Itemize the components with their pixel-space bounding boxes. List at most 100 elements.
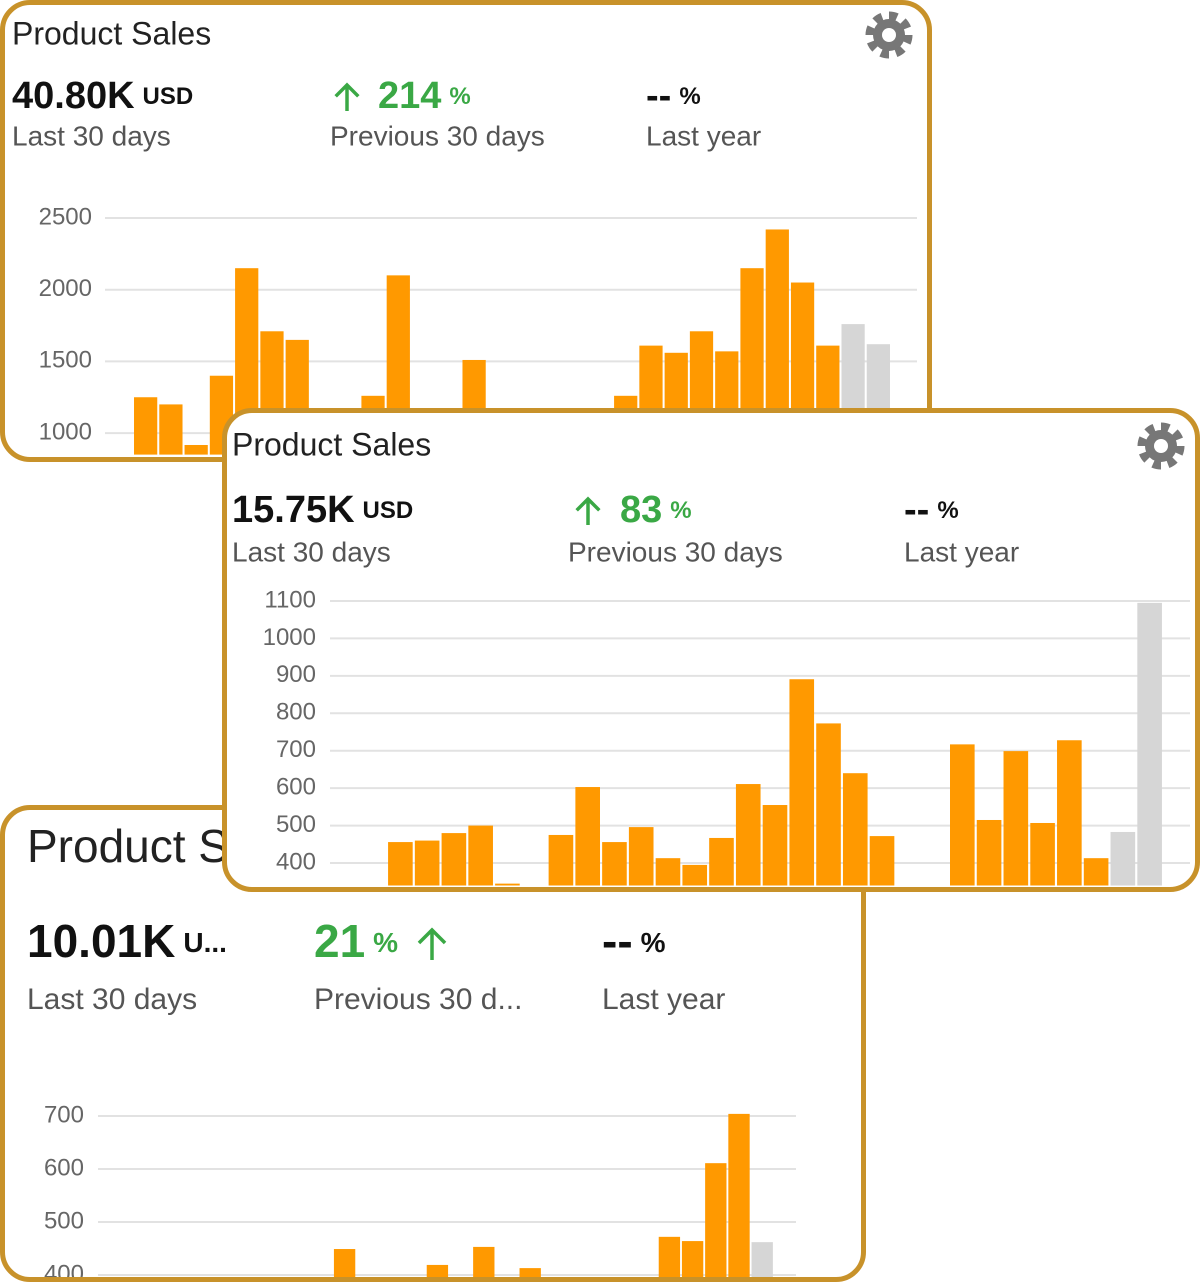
- metric-unit: USD: [143, 83, 194, 110]
- y-tick-label: 700: [276, 736, 316, 763]
- metric-value: 83%: [620, 489, 692, 531]
- trend-arrow: [334, 82, 360, 111]
- bar: [1003, 751, 1029, 886]
- bar: [426, 1264, 449, 1277]
- bar: [388, 842, 413, 886]
- metric-number: --: [602, 915, 633, 967]
- bar: [628, 827, 654, 886]
- bar: [134, 397, 158, 455]
- bar: [414, 840, 440, 886]
- bar: [869, 836, 895, 886]
- bar: [740, 268, 764, 455]
- gear-teeth[interactable]: [865, 11, 913, 59]
- metric-number: 214: [378, 75, 441, 117]
- sales-card: 1000 1500 2000 2500 Product Sales 40.80K USD La…: [0, 0, 932, 462]
- bar: [751, 1242, 773, 1277]
- metric-unit: USD: [363, 497, 414, 524]
- gear-hole[interactable]: [1154, 439, 1168, 453]
- settings-icon[interactable]: [1137, 422, 1185, 470]
- metric-number: 83: [620, 489, 662, 531]
- metric-unit: %: [641, 927, 666, 958]
- bar: [441, 833, 467, 886]
- gear-teeth[interactable]: [1137, 422, 1185, 470]
- bar: [762, 805, 788, 886]
- metric-number: 40.80K: [12, 75, 135, 117]
- y-tick-label: 500: [276, 811, 316, 838]
- bar: [333, 1249, 356, 1277]
- bar: [1083, 858, 1109, 886]
- metric-unit: %: [670, 497, 691, 524]
- bar: [235, 268, 259, 455]
- bar: [602, 842, 627, 886]
- bar: [159, 404, 183, 455]
- y-tick-label: 400: [276, 848, 316, 875]
- metric-number: 10.01K: [27, 915, 175, 967]
- bar: [950, 744, 975, 886]
- card-canvas: 400 500 600 700 800 900 1000 1100 Product Sales 1…: [232, 422, 1190, 886]
- card-canvas: 1000 1500 2000 2500 Product Sales 40.80K USD La…: [12, 11, 917, 455]
- gear-hole[interactable]: [882, 28, 896, 42]
- card-title: Product Sales: [232, 426, 431, 462]
- metric-value: 21%: [314, 915, 398, 967]
- bar: [709, 837, 734, 886]
- metric-label: Previous 30 d...: [314, 983, 522, 1016]
- bar: [655, 858, 681, 886]
- metric-value: --%: [904, 489, 959, 531]
- bar: [495, 883, 520, 886]
- metric-label: Previous 30 days: [330, 120, 545, 151]
- y-tick-label: 500: [44, 1207, 84, 1234]
- bar: [548, 834, 574, 886]
- bar: [735, 784, 761, 886]
- metric-value: --%: [602, 915, 666, 967]
- metric-label: Last 30 days: [232, 536, 391, 567]
- metric-value: 10.01K U...: [27, 915, 227, 967]
- bar: [184, 444, 208, 455]
- bar: [976, 819, 1002, 886]
- bar: [468, 825, 493, 886]
- metric-label: Last 30 days: [27, 983, 197, 1016]
- y-tick-label: 1500: [39, 347, 92, 374]
- bar: [575, 787, 600, 886]
- bar: [816, 723, 841, 886]
- trend-arrow: [575, 496, 601, 525]
- metric-value: 40.80K USD: [12, 75, 193, 117]
- y-tick-label: 2500: [39, 203, 92, 230]
- bar: [789, 679, 815, 886]
- y-tick-label: 700: [44, 1101, 84, 1128]
- metric-value: --%: [646, 75, 701, 117]
- settings-icon[interactable]: [865, 11, 913, 59]
- metric-label: Last 30 days: [12, 120, 171, 151]
- metric-number: --: [904, 489, 929, 531]
- trend-arrow: [417, 927, 447, 960]
- bar: [1110, 831, 1136, 886]
- bar: [1030, 822, 1055, 886]
- bar: [1137, 602, 1162, 886]
- sales-card: 400 500 600 700 800 900 1000 1100 Product Sales 1…: [222, 408, 1200, 892]
- y-tick-label: 1000: [39, 418, 92, 445]
- metric-unit: %: [679, 83, 700, 110]
- metric-label: Previous 30 days: [568, 536, 783, 567]
- metric-unit: %: [449, 83, 470, 110]
- metric-number: 15.75K: [232, 489, 355, 531]
- bar: [1057, 740, 1082, 886]
- bar: [842, 773, 868, 886]
- y-tick-label: 1000: [263, 624, 316, 651]
- y-tick-label: 400: [44, 1260, 84, 1282]
- bar: [682, 864, 708, 886]
- metric-unit: U...: [183, 927, 227, 958]
- bar: [473, 1246, 495, 1277]
- bar: [728, 1113, 750, 1277]
- metric-number: 21: [314, 915, 365, 967]
- bar: [705, 1163, 727, 1277]
- metric-label: Last year: [602, 983, 725, 1016]
- bar: [658, 1236, 681, 1277]
- y-tick-label: 600: [276, 774, 316, 801]
- metric-value: 214%: [378, 75, 471, 117]
- metric-unit: %: [373, 927, 398, 958]
- card-title: Product Sales: [12, 15, 211, 51]
- metric-value: 15.75K USD: [232, 489, 413, 531]
- metric-number: --: [646, 75, 671, 117]
- metric-label: Last year: [646, 120, 761, 151]
- bar: [765, 229, 789, 455]
